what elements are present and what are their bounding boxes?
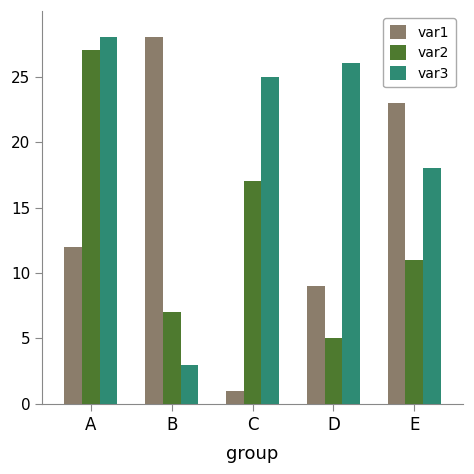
Bar — [145, 37, 163, 404]
Bar — [405, 260, 423, 404]
Bar — [82, 50, 100, 404]
Bar — [423, 168, 441, 404]
Bar — [325, 338, 342, 404]
Bar — [181, 365, 198, 404]
Bar — [226, 391, 244, 404]
Bar — [262, 77, 279, 404]
X-axis label: group: group — [227, 445, 279, 463]
Bar — [342, 64, 360, 404]
Bar — [163, 312, 181, 404]
Bar — [388, 103, 405, 404]
Bar — [307, 286, 325, 404]
Bar — [244, 182, 262, 404]
Legend: var1, var2, var3: var1, var2, var3 — [383, 18, 456, 88]
Bar — [100, 37, 118, 404]
Bar — [64, 247, 82, 404]
